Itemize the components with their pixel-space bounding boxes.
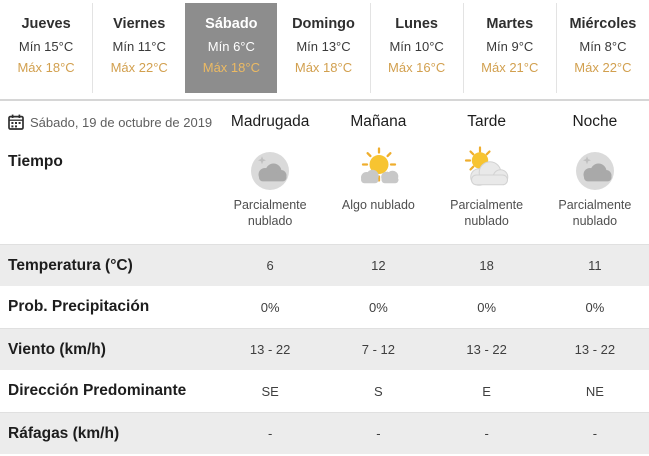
day-tab-bar: Jueves Mín 15°C Máx 18°C Viernes Mín 11°…: [0, 0, 649, 101]
table-row-temperatura: Temperatura (°C) 6 12 18 11: [0, 244, 649, 286]
max-temp: Máx 18°C: [202, 60, 260, 75]
column-header-tarde: Tarde: [467, 113, 507, 130]
day-name: Martes: [486, 16, 534, 32]
condition-madrugada: Parcialmente nublado: [216, 143, 324, 244]
day-name: Lunes: [395, 16, 438, 32]
table-row-viento: Viento (km/h) 13 - 22 7 - 12 13 - 22 13 …: [0, 328, 649, 370]
cell-value: 0%: [477, 299, 497, 315]
max-temp: Máx 22°C: [574, 60, 632, 75]
moon-cloud-icon: [246, 146, 294, 194]
cell-value: -: [376, 426, 381, 441]
current-date-label: Sábado, 19 de octubre de 2019: [30, 114, 213, 130]
cell-value: E: [482, 383, 491, 399]
min-temp: Mín 8°C: [579, 39, 627, 54]
cell-value: SE: [261, 383, 279, 399]
cell-value: 6: [266, 258, 274, 273]
min-temp: Mín 13°C: [296, 39, 351, 54]
condition-tarde: Parcialmente nublado: [433, 143, 541, 244]
condition-caption: Parcialmente nublado: [558, 198, 632, 228]
cell-value: 13 - 22: [249, 342, 291, 357]
cell-value: NE: [585, 383, 604, 399]
row-label: Temperatura (°C): [8, 256, 133, 274]
row-label: Viento (km/h): [8, 340, 106, 358]
day-name: Jueves: [21, 16, 71, 32]
day-name: Domingo: [292, 16, 355, 32]
day-tab-martes[interactable]: Martes Mín 9°C Máx 21°C: [462, 3, 556, 93]
cell-value: 13 - 22: [466, 342, 507, 357]
cell-value: 0%: [260, 299, 280, 315]
day-tab-sabado-selected[interactable]: Sábado Mín 6°C Máx 18°C: [185, 3, 278, 93]
min-temp: Mín 10°C: [389, 39, 444, 54]
max-temp: Máx 18°C: [17, 60, 75, 75]
day-name: Miércoles: [569, 16, 637, 32]
min-temp: Mín 11°C: [112, 39, 166, 54]
table-row-rafagas: Ráfagas (km/h) - - - -: [0, 412, 649, 454]
cell-value: 13 - 22: [574, 342, 616, 357]
min-temp: Mín 9°C: [486, 39, 534, 54]
condition-caption: Parcialmente nublado: [233, 198, 307, 228]
cell-value: S: [374, 383, 383, 399]
cell-value: 0%: [585, 299, 605, 315]
cell-value: -: [592, 426, 598, 441]
weather-condition-row: Tiempo Parcialmente nublado Algo nublado…: [0, 143, 649, 244]
column-header-manana: Mañana: [350, 113, 407, 130]
cell-value: 12: [371, 258, 386, 273]
column-header-madrugada: Madrugada: [230, 113, 310, 130]
moon-cloud-icon: [571, 146, 619, 194]
condition-caption: Parcialmente nublado: [450, 198, 524, 228]
max-temp: Máx 18°C: [294, 60, 353, 75]
cell-value: 11: [588, 258, 602, 273]
row-label-tiempo: Tiempo: [8, 153, 63, 170]
column-header-noche: Noche: [572, 113, 618, 130]
day-tab-viernes[interactable]: Viernes Mín 11°C Máx 22°C: [92, 3, 185, 93]
cell-value: 0%: [368, 299, 388, 315]
table-row-direccion: Dirección Predominante SE S E NE: [0, 370, 649, 412]
row-label: Ráfagas (km/h): [8, 424, 120, 442]
sun-behind-cloud-icon: [463, 146, 511, 194]
period-header-row: Sábado, 19 de octubre de 2019 Madrugada …: [0, 101, 649, 143]
row-label: Dirección Predominante: [8, 382, 187, 399]
calendar-icon: [8, 114, 24, 130]
day-tab-miercoles[interactable]: Miércoles Mín 8°C Máx 22°C: [555, 3, 649, 93]
condition-manana: Algo nublado: [324, 143, 432, 244]
day-tab-domingo[interactable]: Domingo Mín 13°C Máx 18°C: [277, 3, 369, 93]
cell-value: 18: [479, 258, 494, 273]
cell-value: -: [484, 426, 489, 441]
table-row-precipitacion: Prob. Precipitación 0% 0% 0% 0%: [0, 286, 649, 328]
day-name: Sábado: [205, 16, 258, 32]
condition-caption: Algo nublado: [341, 198, 415, 212]
cell-value: -: [267, 426, 273, 441]
min-temp: Mín 15°C: [18, 39, 74, 54]
max-temp: Máx 21°C: [481, 60, 539, 75]
min-temp: Mín 6°C: [207, 39, 255, 54]
day-tab-lunes[interactable]: Lunes Mín 10°C Máx 16°C: [369, 3, 463, 93]
max-temp: Máx 22°C: [110, 60, 168, 75]
max-temp: Máx 16°C: [388, 60, 446, 75]
condition-noche: Parcialmente nublado: [541, 143, 649, 244]
day-name: Viernes: [113, 16, 166, 32]
sun-clouds-icon: [354, 146, 402, 194]
day-tab-jueves[interactable]: Jueves Mín 15°C Máx 18°C: [0, 3, 92, 93]
cell-value: 7 - 12: [361, 342, 395, 357]
row-label: Prob. Precipitación: [8, 298, 150, 315]
